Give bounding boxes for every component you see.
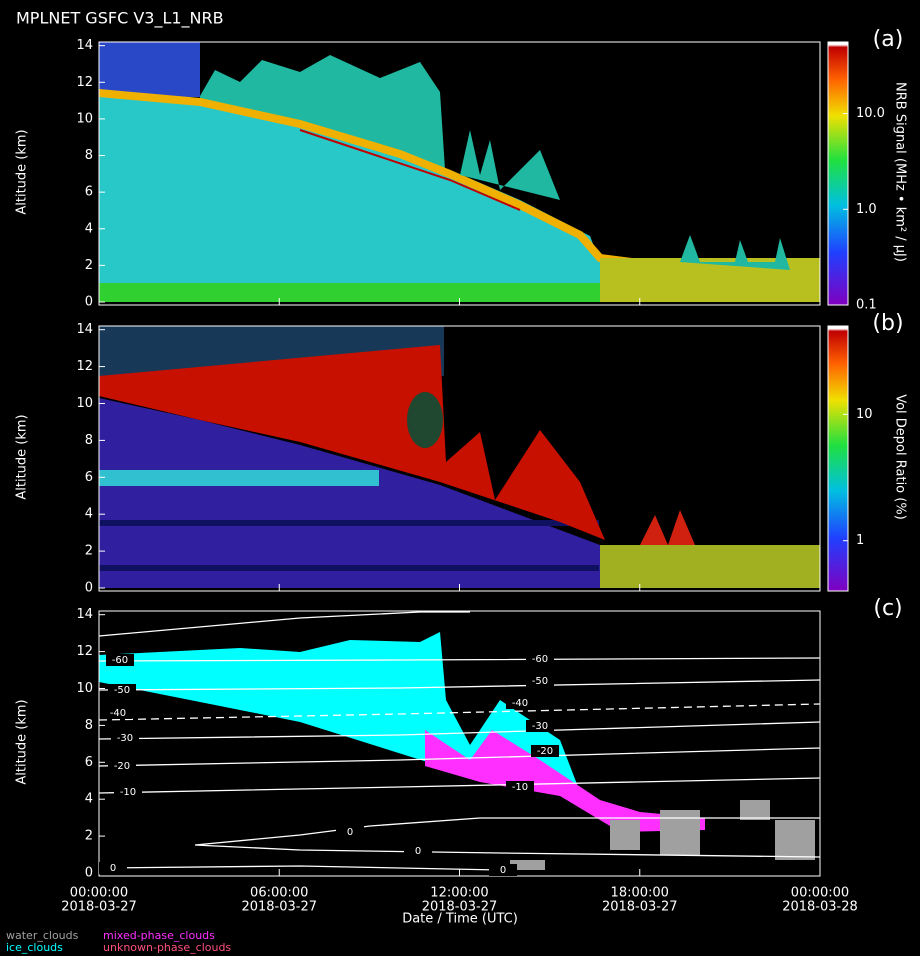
contour-label-bg bbox=[531, 745, 559, 757]
y-tick-label: 14 bbox=[76, 607, 93, 622]
contour-label-bg bbox=[111, 732, 139, 744]
cloud-phase-c bbox=[98, 611, 821, 871]
colorbar bbox=[827, 41, 849, 306]
x-tick-time: 06:00:00 bbox=[250, 886, 308, 901]
y-tick-label: 0 bbox=[85, 866, 93, 881]
contour-label-bg bbox=[106, 654, 134, 666]
contour-label: -10 bbox=[120, 787, 136, 798]
legend-entry: water_clouds bbox=[6, 929, 79, 942]
contour-label-bg bbox=[526, 653, 554, 665]
y-tick-label: 2 bbox=[85, 544, 93, 559]
legend-entry: unknown-phase_clouds bbox=[103, 941, 231, 954]
contour-label-bg bbox=[104, 707, 132, 719]
colorbar-tick-label: 0.1 bbox=[856, 298, 877, 313]
y-tick-label: 14 bbox=[76, 38, 93, 53]
y-tick-label: 10 bbox=[76, 681, 93, 696]
x-tick-date: 2018-03-27 bbox=[422, 900, 498, 915]
x-axis-title: Date / Time (UTC) bbox=[402, 912, 518, 927]
contour-label: 0 bbox=[415, 846, 421, 857]
x-tick-date: 2018-03-27 bbox=[241, 900, 317, 915]
y-tick-label: 12 bbox=[76, 644, 93, 659]
panel-label: (c) bbox=[873, 596, 902, 621]
contour-label: 0 bbox=[500, 865, 506, 876]
x-tick-time: 18:00:00 bbox=[611, 886, 669, 901]
colorbar-tick-label: 10.0 bbox=[856, 106, 885, 121]
contour-label: -40 bbox=[512, 698, 528, 709]
y-axis-title: Altitude (km) bbox=[15, 129, 30, 214]
panel-label: (b) bbox=[872, 311, 903, 336]
contour-label: -40 bbox=[110, 708, 126, 719]
contour-label-bg bbox=[489, 864, 517, 876]
y-tick-label: 2 bbox=[85, 829, 93, 844]
x-tick-time: 00:00:00 bbox=[70, 886, 128, 901]
y-tick-label: 0 bbox=[85, 581, 93, 596]
y-tick-label: 12 bbox=[76, 75, 93, 90]
curtain-a bbox=[98, 42, 821, 302]
contour-label: -50 bbox=[532, 676, 548, 687]
panel-label: (a) bbox=[873, 27, 904, 52]
y-tick-label: 10 bbox=[76, 396, 93, 411]
contour-label-bg bbox=[99, 862, 127, 874]
y-axis-title: Altitude (km) bbox=[15, 699, 30, 784]
contour-label-bg bbox=[506, 697, 534, 709]
y-tick-label: 10 bbox=[76, 111, 93, 126]
curtain-b bbox=[99, 326, 820, 588]
colorbar-tick-label: 1 bbox=[856, 533, 864, 548]
y-tick-label: 6 bbox=[85, 470, 93, 485]
x-tick-date: 2018-03-28 bbox=[782, 900, 858, 915]
y-tick-label: 8 bbox=[85, 433, 93, 448]
contour-label: -10 bbox=[512, 782, 528, 793]
contour-label: 0 bbox=[110, 863, 116, 874]
contour-label-bg bbox=[526, 720, 554, 732]
x-tick-time: 12:00:00 bbox=[430, 886, 488, 901]
contour-label: -30 bbox=[117, 733, 133, 744]
y-tick-label: 8 bbox=[85, 718, 93, 733]
contour-label-bg bbox=[108, 684, 136, 696]
y-tick-label: 4 bbox=[85, 792, 93, 807]
y-tick-label: 8 bbox=[85, 148, 93, 163]
contour-label: -30 bbox=[532, 721, 548, 732]
legend-entry: mixed-phase_clouds bbox=[103, 929, 215, 942]
contour-label-bg bbox=[108, 760, 136, 772]
title: MPLNET GSFC V3_L1_NRB bbox=[16, 9, 224, 29]
contour-label: -60 bbox=[532, 654, 548, 665]
y-tick-label: 0 bbox=[85, 295, 93, 310]
y-tick-label: 2 bbox=[85, 258, 93, 273]
contour-label: -50 bbox=[114, 685, 130, 696]
y-tick-label: 6 bbox=[85, 185, 93, 200]
contour-label-bg bbox=[114, 786, 142, 798]
y-tick-label: 12 bbox=[76, 359, 93, 374]
x-tick-time: 00:00:00 bbox=[791, 886, 849, 901]
colorbar-title: Vol Depol Ratio (%) bbox=[893, 394, 908, 520]
colorbar-tick-label: 1.0 bbox=[856, 202, 877, 217]
legend-entry: ice_clouds bbox=[6, 941, 63, 954]
x-tick-date: 2018-03-27 bbox=[602, 900, 678, 915]
contour-label-bg bbox=[404, 845, 432, 857]
contour-label: 0 bbox=[347, 827, 353, 838]
y-axis-title: Altitude (km) bbox=[15, 414, 30, 499]
contour-label: -20 bbox=[537, 746, 553, 757]
contour-label-bg bbox=[526, 675, 554, 687]
y-tick-label: 6 bbox=[85, 755, 93, 770]
colorbar-tick-label: 10 bbox=[856, 407, 873, 422]
y-tick-label: 4 bbox=[85, 221, 93, 236]
colorbar-title: NRB Signal (MHz • km² / μJ) bbox=[893, 82, 908, 262]
contour-label-bg bbox=[336, 826, 364, 838]
contour-label: -60 bbox=[112, 655, 128, 666]
y-tick-label: 4 bbox=[85, 507, 93, 522]
y-tick-label: 14 bbox=[76, 322, 93, 337]
colorbar bbox=[827, 325, 849, 592]
contour-label: -20 bbox=[114, 761, 130, 772]
x-tick-date: 2018-03-27 bbox=[61, 900, 137, 915]
contour-label-bg bbox=[506, 781, 534, 793]
